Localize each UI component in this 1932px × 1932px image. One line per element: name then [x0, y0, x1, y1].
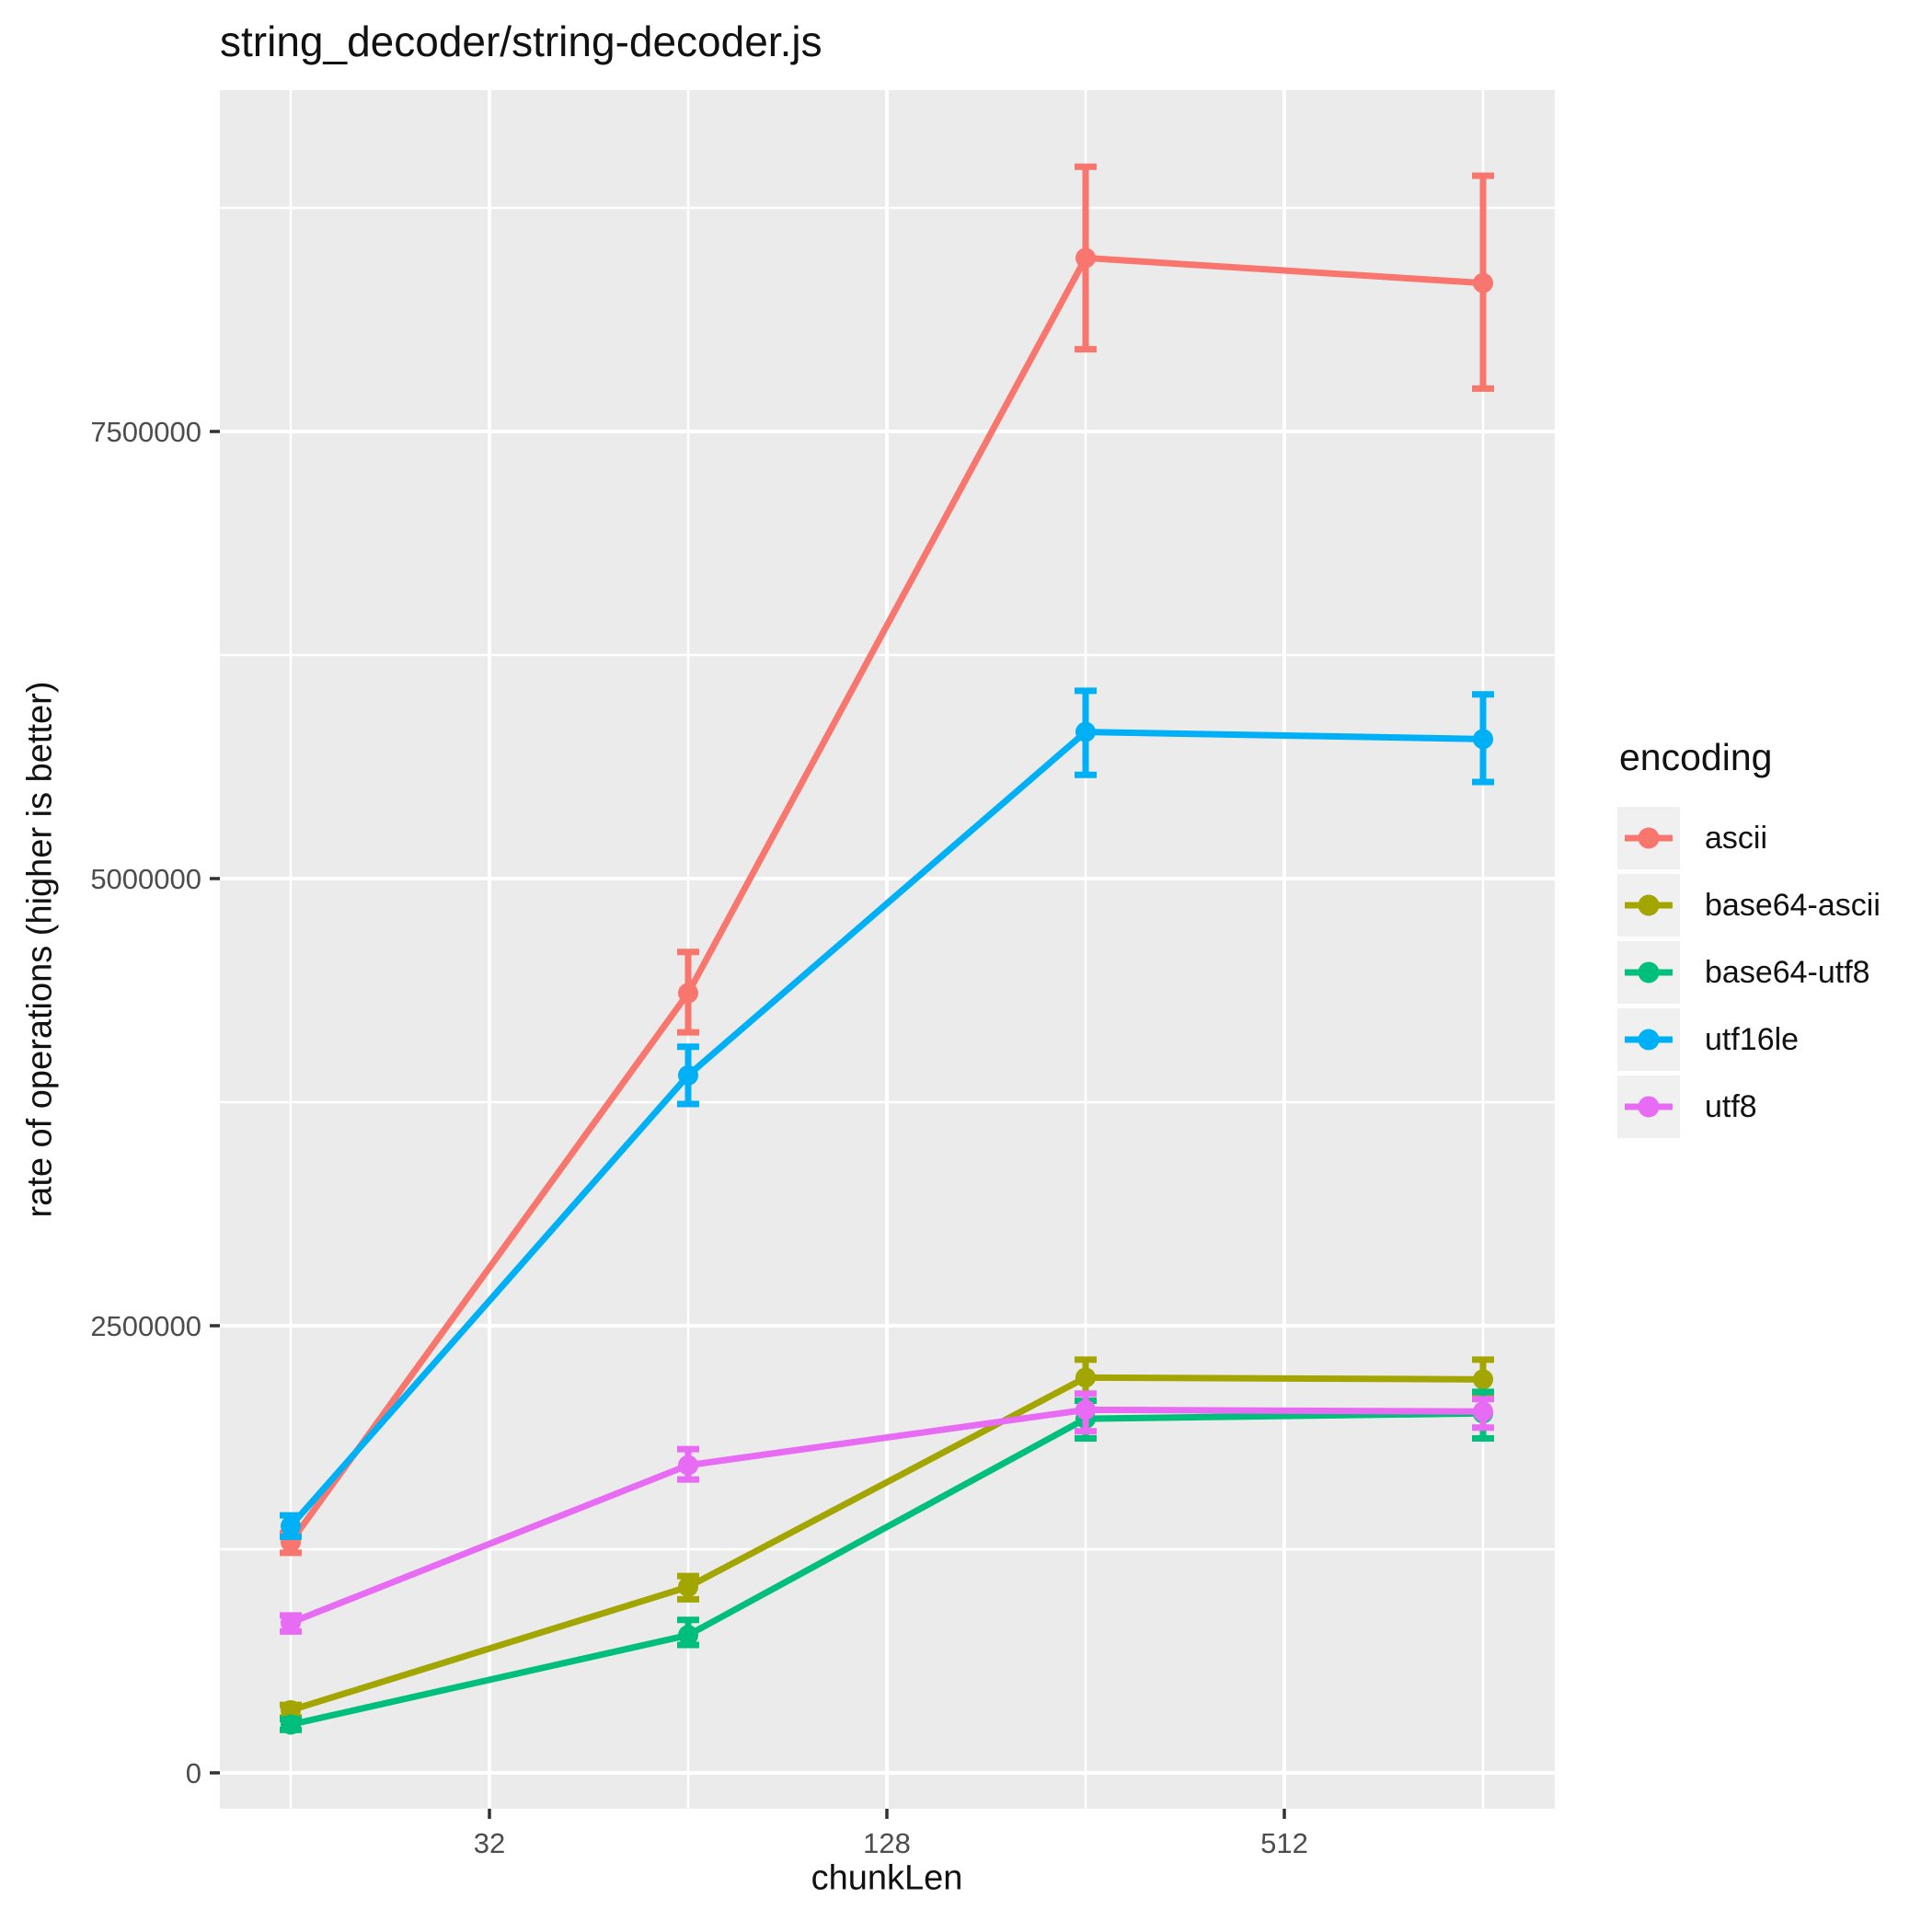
series-ascii — [280, 163, 1494, 1557]
chart-title: string_decoder/string-decoder.js — [220, 17, 822, 65]
legend-key-utf16le-icon — [1617, 1008, 1680, 1071]
legend-title: encoding — [1619, 736, 1773, 778]
x-axis-title: chunkLen — [811, 1858, 963, 1898]
y-tick-label: 2500000 — [90, 1310, 201, 1342]
legend-item-utf16le: utf16le — [1617, 1008, 1880, 1071]
y-tick-label: 0 — [186, 1757, 201, 1789]
legend: encoding ascii base64-ascii base64-utf8 utf… — [1617, 736, 1880, 1143]
legend-label: utf16le — [1705, 1021, 1800, 1057]
legend-key-utf8-icon — [1617, 1075, 1680, 1138]
legend-item-base64-ascii: base64-ascii — [1617, 874, 1880, 937]
series-base64-ascii — [280, 1356, 1494, 1721]
legend-item-ascii: ascii — [1617, 807, 1880, 869]
legend-label: base64-ascii — [1705, 887, 1880, 923]
legend-label: ascii — [1705, 820, 1768, 856]
x-tick-label: 512 — [1260, 1827, 1308, 1859]
legend-key-base64-utf8-icon — [1617, 941, 1680, 1004]
y-tick-label: 7500000 — [90, 416, 201, 448]
legend-key-ascii-icon — [1617, 807, 1680, 869]
x-tick-label: 128 — [863, 1827, 911, 1859]
series-utf16le — [280, 687, 1494, 1540]
legend-item-base64-utf8: base64-utf8 — [1617, 941, 1880, 1004]
legend-item-utf8: utf8 — [1617, 1075, 1880, 1138]
legend-label: base64-utf8 — [1705, 954, 1870, 990]
x-tick-label: 32 — [474, 1827, 505, 1859]
legend-rows: ascii base64-ascii base64-utf8 utf16le utf8 — [1617, 807, 1880, 1138]
legend-key-base64-ascii-icon — [1617, 874, 1680, 937]
series-utf8 — [280, 1390, 1494, 1635]
legend-label: utf8 — [1705, 1088, 1757, 1124]
y-tick-label: 5000000 — [90, 863, 201, 895]
